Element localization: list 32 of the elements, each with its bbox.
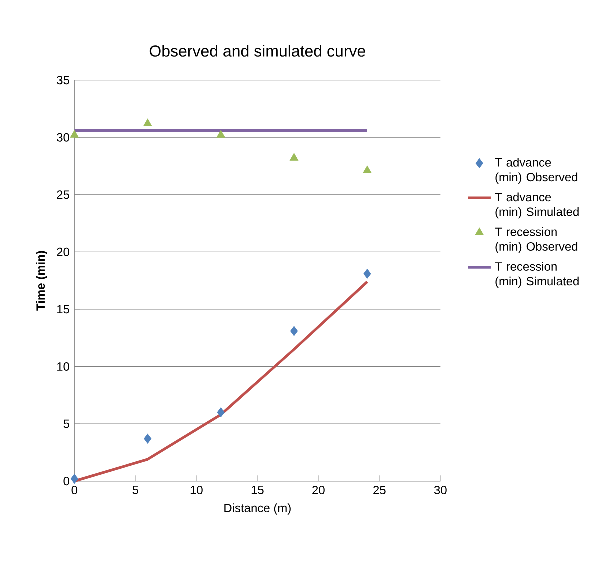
x-tick-label: 10 — [190, 486, 203, 494]
y-tick-label: 30 — [57, 133, 70, 142]
y-tick-label: 0 — [64, 476, 70, 486]
x-tick-label: 0 — [72, 486, 78, 494]
chart-title: Observed and simulated curve — [150, 45, 366, 57]
y-tick-label: 25 — [57, 190, 70, 199]
x-tick-label: 5 — [132, 486, 138, 494]
y-tick-label: 35 — [57, 76, 70, 84]
legend-label: T recession (min) Observed — [495, 227, 578, 254]
point — [216, 130, 226, 138]
y-tick-label: 5 — [64, 420, 70, 428]
x-axis-title: Distance (m) — [224, 504, 291, 515]
x-tick-label: 25 — [374, 486, 386, 494]
point — [70, 130, 79, 138]
x-tick-label: 30 — [434, 486, 447, 494]
x-tick-label: 15 — [252, 486, 264, 494]
point — [290, 153, 299, 161]
legend-label: T advance (min) Observed — [495, 158, 578, 184]
point — [290, 326, 298, 336]
legend-label: T recession (min) Simulated — [495, 262, 579, 288]
point — [364, 268, 372, 279]
y-tick-label: 10 — [58, 362, 70, 371]
y-axis-title: Time (min) — [36, 251, 48, 311]
point — [144, 118, 152, 126]
point — [217, 407, 225, 418]
y-tick-label: 20 — [57, 248, 70, 256]
y-tick-label: 15 — [58, 305, 70, 314]
legend-label: T advance (min) Simulated — [495, 192, 579, 218]
x-tick-label: 20 — [312, 486, 325, 494]
point — [70, 474, 78, 484]
point — [144, 434, 152, 444]
point — [363, 166, 372, 174]
